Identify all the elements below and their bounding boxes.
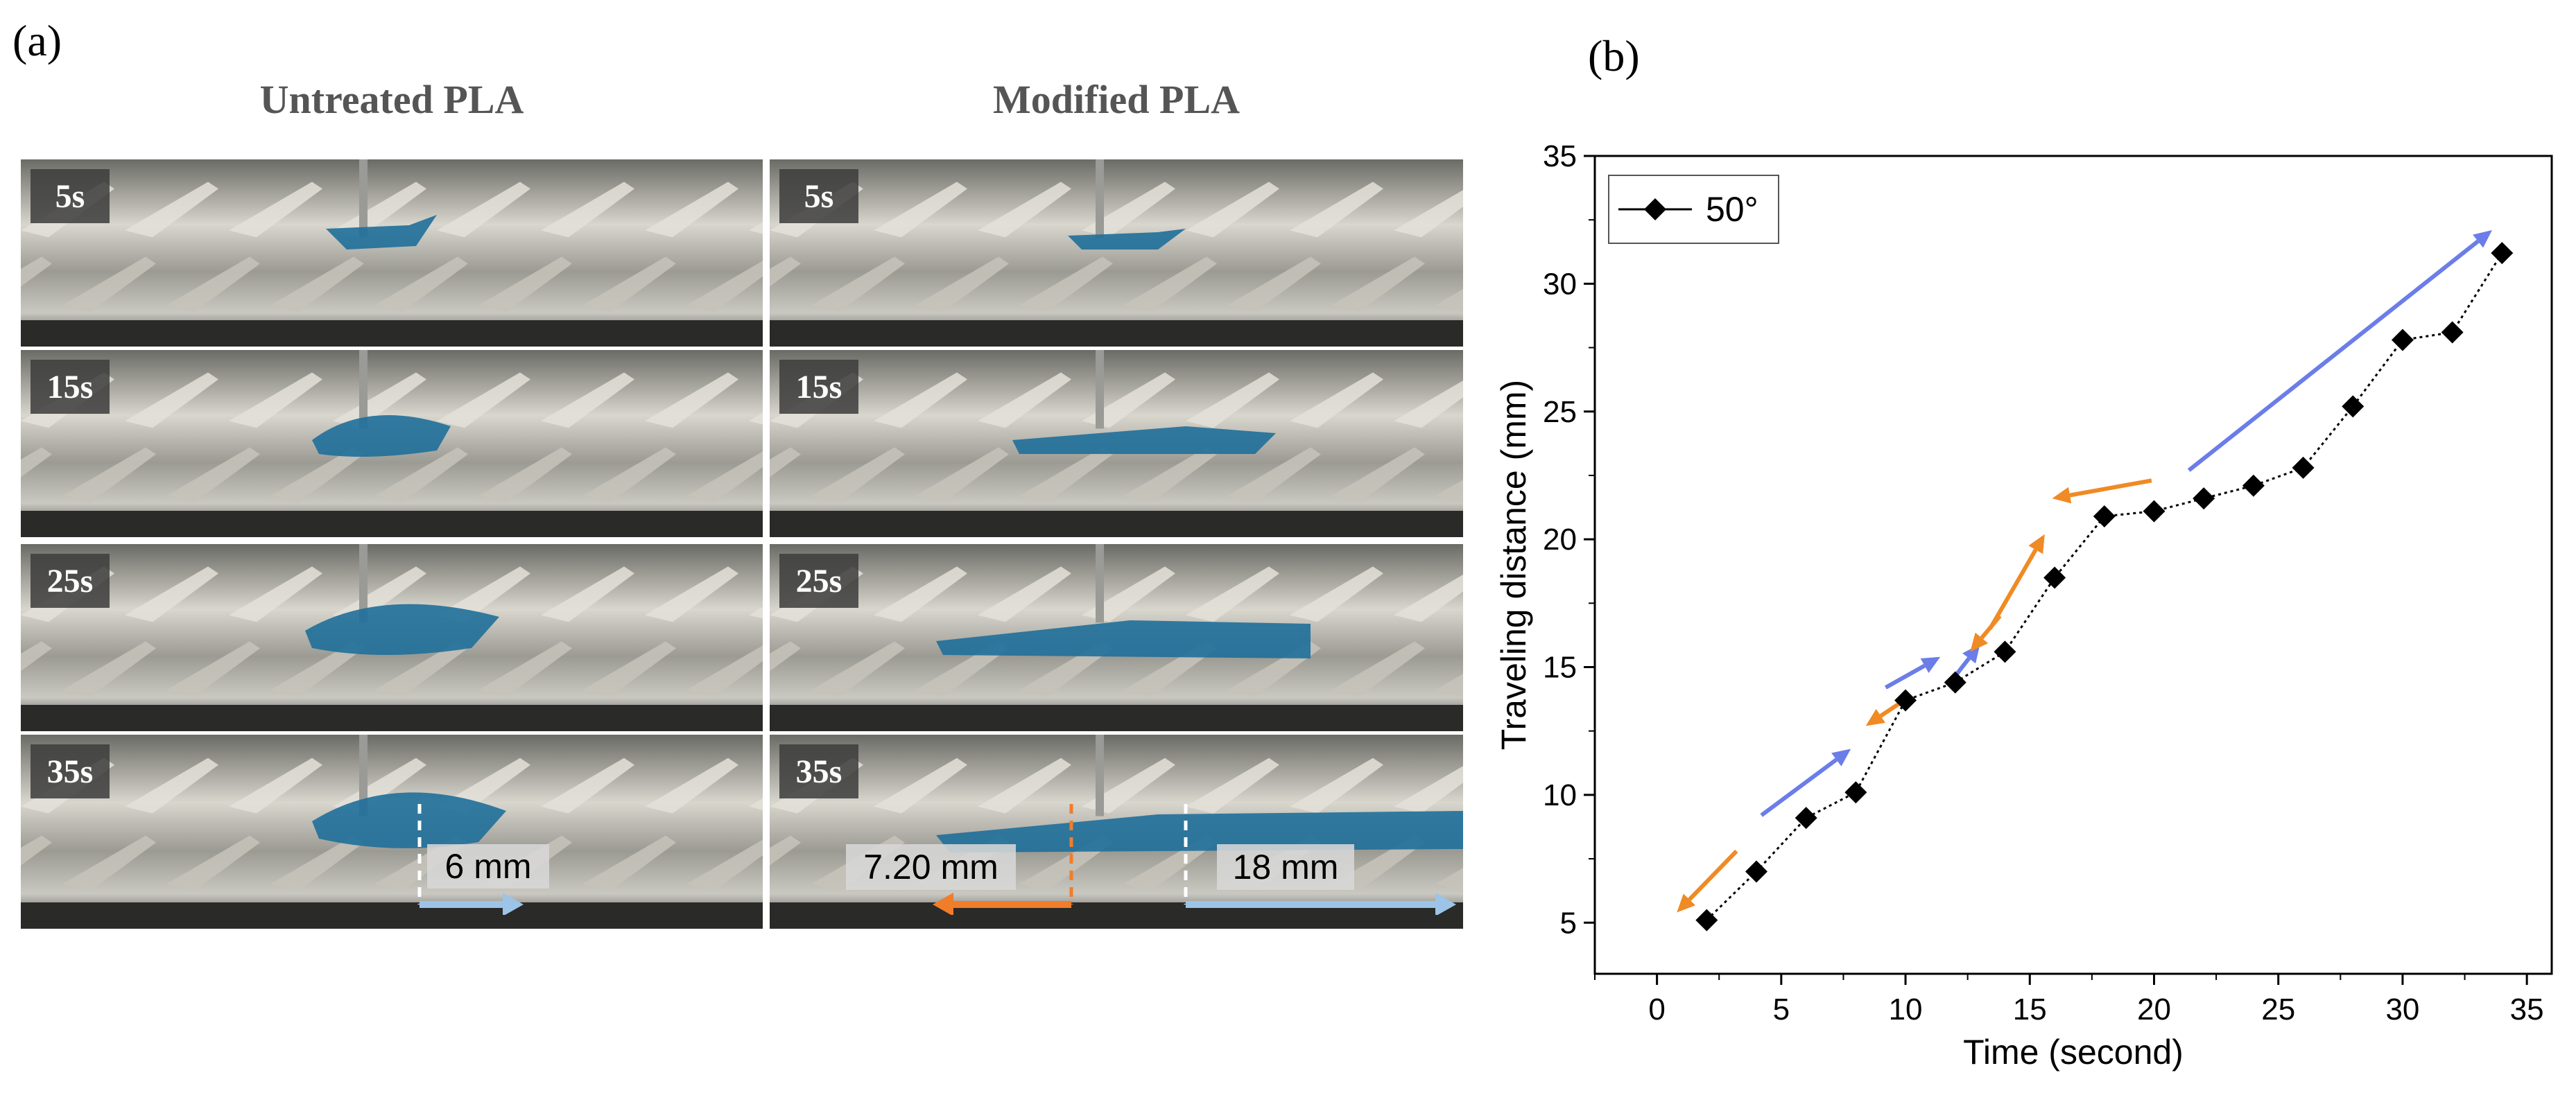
x-tick-label: 5 bbox=[1773, 993, 1790, 1026]
panel-b-label: (b) bbox=[1588, 31, 1640, 80]
modified-measurement-left-arrow bbox=[933, 804, 1073, 915]
photo-frame: 5s bbox=[21, 159, 763, 347]
time-badge: 35s bbox=[31, 744, 110, 798]
y-tick-label: 25 bbox=[1543, 395, 1577, 429]
water-droplet bbox=[305, 604, 499, 655]
untreated-measurement-arrow bbox=[417, 804, 524, 915]
x-tick-label: 15 bbox=[2013, 993, 2047, 1026]
trend-arrow-head bbox=[2052, 487, 2072, 504]
trend-arrow-line bbox=[2187, 239, 2480, 472]
x-tick-label: 0 bbox=[1648, 993, 1665, 1026]
time-badge: 15s bbox=[31, 360, 110, 414]
water-droplet bbox=[312, 415, 451, 457]
water-droplet bbox=[936, 620, 1311, 658]
x-tick-label: 35 bbox=[2510, 993, 2544, 1026]
time-badge: 25s bbox=[779, 554, 858, 608]
trend-arrow-line bbox=[1688, 849, 1738, 901]
ratchet-surface-image bbox=[770, 544, 1463, 731]
data-point bbox=[2093, 505, 2116, 527]
data-point bbox=[2391, 329, 2414, 351]
legend-marker bbox=[1644, 198, 1666, 220]
data-point bbox=[1844, 781, 1867, 804]
water-droplet bbox=[1012, 426, 1276, 454]
time-badge: 5s bbox=[31, 169, 110, 223]
plot-frame bbox=[1593, 155, 2553, 975]
trend-arrow-head bbox=[1970, 632, 1989, 652]
panel-a-label: (a) bbox=[12, 16, 62, 65]
photo-frame: 5s bbox=[770, 159, 1463, 347]
series-line bbox=[1706, 252, 2503, 921]
water-droplet bbox=[312, 792, 506, 848]
x-tick-label: 30 bbox=[2385, 993, 2419, 1026]
x-tick-label: 25 bbox=[2261, 993, 2295, 1026]
ratchet-surface-image bbox=[21, 350, 763, 537]
time-badge: 35s bbox=[779, 744, 858, 798]
x-axis-title: Time (second) bbox=[1963, 1033, 2184, 1072]
modified-measurement-left-label: 7.20 mm bbox=[846, 844, 1016, 890]
photo-frame: 25s bbox=[770, 544, 1463, 731]
water-droplet bbox=[1068, 229, 1186, 250]
x-tick-label: 20 bbox=[2137, 993, 2171, 1026]
trend-arrow-line bbox=[1988, 548, 2038, 630]
ratchet-surface-image bbox=[21, 159, 763, 347]
photo-frame: 35s bbox=[21, 735, 763, 929]
data-point bbox=[1795, 807, 1817, 830]
y-tick-label: 10 bbox=[1543, 778, 1577, 812]
photo-frame: 25s bbox=[21, 544, 763, 731]
data-point bbox=[1944, 671, 1966, 694]
y-tick-label: 20 bbox=[1543, 523, 1577, 557]
time-badge: 15s bbox=[779, 360, 858, 414]
data-point bbox=[2342, 395, 2365, 418]
trend-arrow-head bbox=[2473, 229, 2492, 248]
y-tick-label: 35 bbox=[1543, 139, 1577, 173]
data-point bbox=[1745, 860, 1767, 883]
trend-arrow-line bbox=[2069, 478, 2152, 498]
y-tick-label: 30 bbox=[1543, 267, 1577, 301]
modified-measurement-right-label: 18 mm bbox=[1217, 844, 1354, 890]
trend-arrow-head bbox=[1831, 749, 1851, 767]
data-point bbox=[2491, 242, 2514, 265]
water-droplet bbox=[936, 811, 1463, 852]
data-point bbox=[1695, 909, 1718, 932]
data-point bbox=[1894, 689, 1917, 712]
data-point bbox=[1994, 640, 2016, 663]
y-axis-title: Traveling distance (mm) bbox=[1494, 380, 1533, 750]
ratchet-surface-image bbox=[770, 350, 1463, 537]
trend-arrow-line bbox=[1884, 663, 1926, 690]
data-point bbox=[2043, 566, 2066, 589]
photo-frame: 35s bbox=[770, 735, 1463, 929]
data-point bbox=[2292, 456, 2315, 479]
untreated-pla-title: Untreated PLA bbox=[259, 77, 524, 122]
ratchet-surface-image bbox=[21, 735, 763, 929]
trend-arrow-line bbox=[1760, 758, 1838, 817]
trend-arrow-head bbox=[1920, 656, 1941, 673]
trend-arrow-head bbox=[2028, 534, 2045, 554]
photo-frame: 15s bbox=[21, 350, 763, 537]
time-badge: 25s bbox=[31, 554, 110, 608]
ratchet-surface-image bbox=[770, 159, 1463, 347]
legend-label: 50° bbox=[1706, 190, 1758, 229]
data-point bbox=[2242, 474, 2265, 497]
data-point bbox=[2441, 321, 2464, 344]
y-tick-label: 15 bbox=[1543, 651, 1577, 685]
water-droplet bbox=[326, 215, 437, 250]
data-point bbox=[2143, 500, 2166, 523]
photo-frame: 15s bbox=[770, 350, 1463, 537]
data-point bbox=[2193, 487, 2215, 510]
x-tick-label: 10 bbox=[1889, 993, 1923, 1026]
y-tick-label: 5 bbox=[1560, 906, 1577, 940]
trend-arrow-head bbox=[1677, 893, 1696, 913]
traveling-distance-chart: 0 5 10 15 20 25 30 35 5 10 15 20 25 30 35 Time (second)… bbox=[1494, 139, 2553, 1072]
untreated-measurement-label: 6 mm bbox=[427, 844, 549, 889]
modified-pla-title: Modified PLA bbox=[992, 77, 1241, 122]
trend-arrow-head bbox=[1865, 708, 1885, 726]
ratchet-surface-image bbox=[21, 544, 763, 731]
modified-measurement-right-arrow bbox=[1184, 804, 1456, 915]
time-badge: 5s bbox=[779, 169, 858, 223]
